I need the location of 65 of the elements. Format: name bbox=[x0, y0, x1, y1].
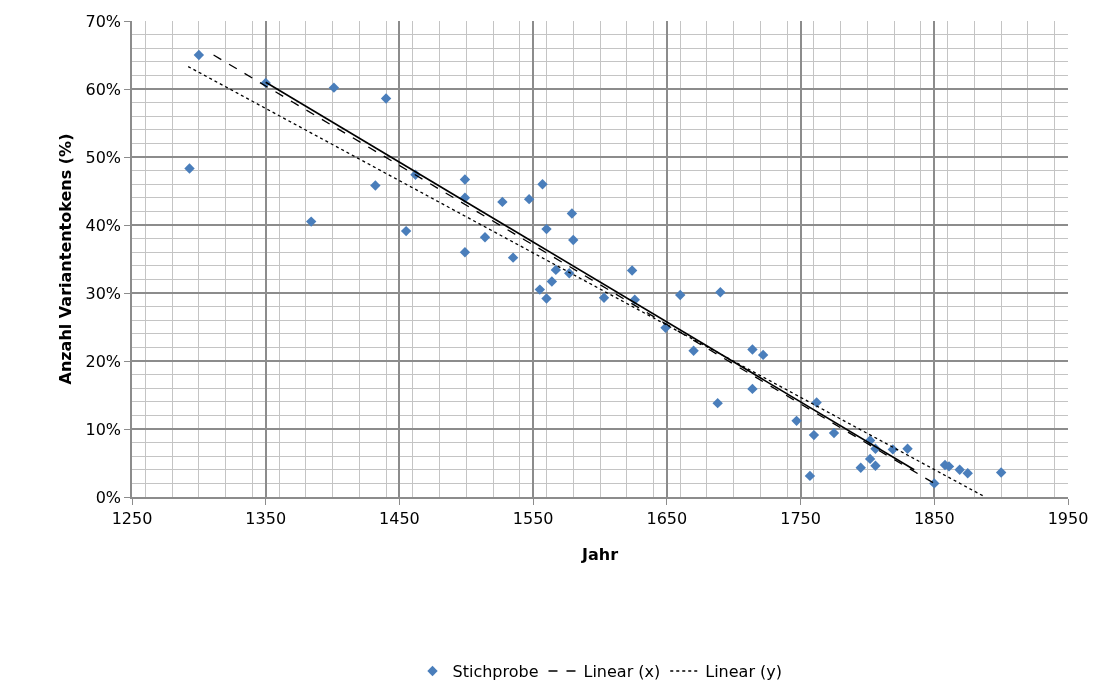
point bbox=[459, 247, 471, 258]
point bbox=[870, 460, 881, 471]
point bbox=[804, 470, 816, 482]
x-tick-label: 1550 bbox=[512, 508, 554, 528]
point bbox=[193, 49, 205, 61]
x-tick-label: 1950 bbox=[1047, 508, 1089, 528]
point bbox=[808, 429, 820, 441]
legend-label: Stichprobe bbox=[452, 662, 539, 682]
point bbox=[791, 415, 802, 427]
point bbox=[712, 397, 723, 409]
point bbox=[864, 453, 876, 465]
point bbox=[370, 180, 381, 191]
y-tick-label: 20% bbox=[85, 351, 122, 371]
y-tick-label: 50% bbox=[85, 147, 122, 167]
point bbox=[902, 443, 913, 454]
point bbox=[566, 208, 578, 219]
x-tick-label: 1250 bbox=[111, 508, 153, 528]
x-tick-label: 1650 bbox=[646, 508, 688, 528]
point bbox=[828, 427, 840, 439]
point bbox=[537, 179, 548, 190]
point bbox=[855, 462, 866, 473]
point bbox=[757, 349, 769, 361]
point bbox=[929, 478, 940, 489]
x-tick-label: 1450 bbox=[379, 508, 420, 528]
y-tick-label: 10% bbox=[85, 419, 122, 439]
point bbox=[546, 276, 558, 287]
point bbox=[598, 292, 610, 303]
point bbox=[715, 287, 726, 298]
point bbox=[541, 293, 552, 304]
legend-label: Linear (y) bbox=[705, 662, 783, 682]
y-tick-label: 60% bbox=[85, 79, 122, 99]
point bbox=[400, 225, 412, 237]
point bbox=[328, 82, 340, 93]
x-tick-label: 1850 bbox=[913, 508, 955, 528]
point bbox=[507, 252, 519, 263]
point bbox=[811, 397, 822, 408]
point bbox=[675, 289, 686, 301]
y-tick-label: 0% bbox=[95, 487, 122, 507]
point bbox=[954, 464, 965, 475]
x-tick-label: 1350 bbox=[245, 508, 287, 528]
point bbox=[497, 196, 508, 208]
x-tick-label: 1750 bbox=[780, 508, 821, 528]
x-axis-title: Jahr bbox=[580, 545, 619, 565]
point bbox=[459, 174, 471, 185]
point bbox=[380, 93, 392, 104]
y-tick-label: 70% bbox=[85, 11, 122, 31]
point bbox=[564, 268, 575, 279]
point bbox=[747, 383, 758, 395]
point bbox=[747, 344, 758, 355]
point bbox=[523, 193, 535, 205]
y-axis-title: Anzahl Variantentokens (%) bbox=[55, 133, 75, 385]
point bbox=[688, 345, 699, 356]
point bbox=[534, 284, 546, 295]
point bbox=[550, 264, 562, 276]
point bbox=[626, 265, 638, 276]
point bbox=[962, 468, 973, 479]
y-tick-label: 30% bbox=[85, 283, 122, 303]
point bbox=[479, 232, 491, 243]
point bbox=[541, 223, 552, 235]
point bbox=[568, 234, 579, 246]
point bbox=[184, 163, 195, 174]
point bbox=[995, 467, 1007, 478]
y-tick-label: 40% bbox=[85, 215, 122, 235]
legend-label: Linear (x) bbox=[583, 662, 661, 682]
point bbox=[305, 216, 317, 227]
